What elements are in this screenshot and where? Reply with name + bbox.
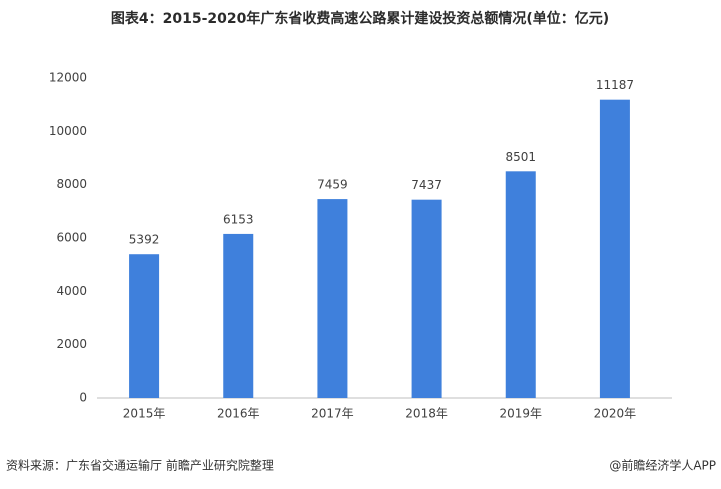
bar: [317, 199, 348, 398]
bar: [505, 171, 536, 398]
y-tick-label: 12000: [49, 71, 87, 85]
x-tick-label: 2017年: [311, 407, 354, 421]
y-tick-label: 4000: [56, 284, 87, 298]
bar: [129, 254, 160, 398]
x-tick-label: 2015年: [123, 407, 166, 421]
credit: @前瞻经济学人APP: [609, 458, 716, 473]
data-label: 7459: [317, 178, 348, 192]
data-label: 7437: [411, 178, 442, 192]
bar: [411, 199, 442, 398]
y-tick-label: 0: [79, 391, 87, 405]
bar: [223, 233, 254, 398]
x-tick-label: 2020年: [594, 407, 637, 421]
x-tick-label: 2018年: [405, 407, 448, 421]
source-note: 资料来源：广东省交通运输厅 前瞻产业研究院整理: [6, 458, 274, 473]
chart-title: 图表4：2015-2020年广东省收费高速公路累计建设投资总额情况(单位：亿元): [111, 10, 609, 27]
bar: [599, 99, 630, 399]
data-label: 11187: [596, 78, 634, 92]
y-tick-label: 6000: [56, 231, 87, 245]
y-tick-label: 10000: [49, 124, 87, 138]
x-tick-label: 2016年: [217, 407, 260, 421]
y-tick-label: 2000: [56, 337, 87, 351]
data-label: 5392: [129, 233, 160, 247]
y-tick-label: 8000: [56, 177, 87, 191]
x-tick-label: 2019年: [499, 407, 542, 421]
data-label: 6153: [223, 212, 254, 226]
data-label: 8501: [505, 150, 536, 164]
